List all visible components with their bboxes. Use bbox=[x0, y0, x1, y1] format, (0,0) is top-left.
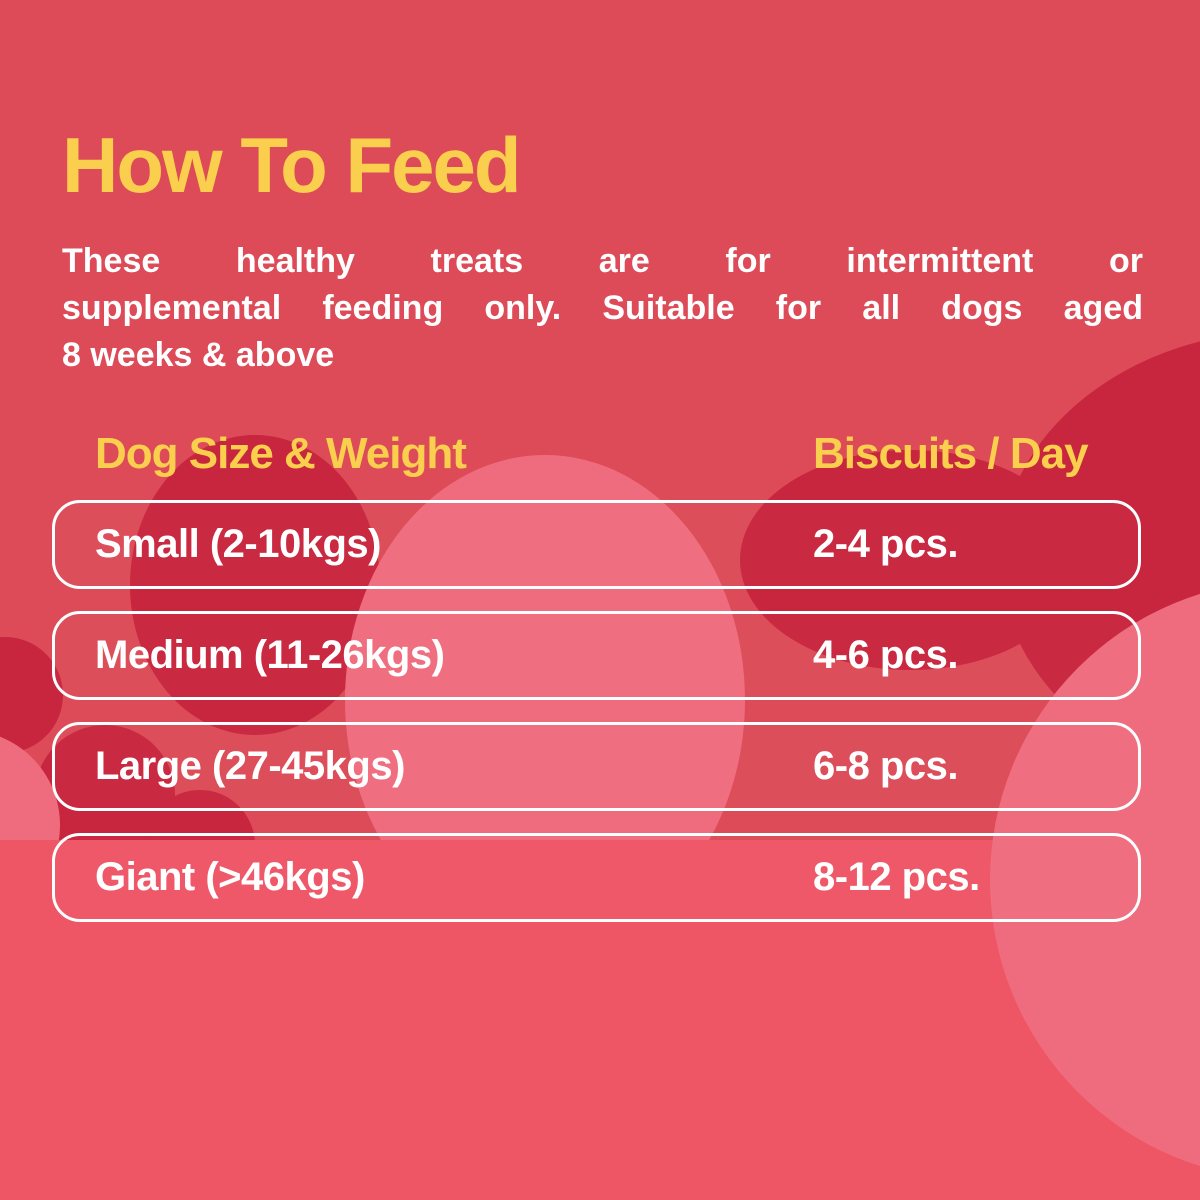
table-row-giant: Giant (>46kgs) 8-12 pcs. bbox=[52, 833, 1141, 922]
biscuits-per-day-cell: 6-8 pcs. bbox=[813, 744, 958, 788]
column-header-biscuits: Biscuits / Day bbox=[813, 429, 1089, 478]
feeding-description-line: 8 weeks & above bbox=[62, 336, 335, 374]
dog-size-cell: Small (2-10kgs) bbox=[95, 522, 381, 566]
feeding-description-line: supplemental feeding only. Suitable for … bbox=[62, 289, 1143, 327]
biscuits-per-day-cell: 2-4 pcs. bbox=[813, 522, 958, 566]
dog-size-cell: Giant (>46kgs) bbox=[95, 855, 365, 899]
table-row-large: Large (27-45kgs) 6-8 pcs. bbox=[52, 722, 1141, 811]
biscuits-per-day-cell: 4-6 pcs. bbox=[813, 633, 958, 677]
feeding-table: Small (2-10kgs) 2-4 pcs. Medium (11-26kg… bbox=[52, 500, 1142, 944]
biscuits-per-day-cell: 8-12 pcs. bbox=[813, 855, 980, 899]
feeding-description-line: These healthy treats are for intermitten… bbox=[62, 242, 1143, 280]
table-header: Dog Size & Weight Biscuits / Day bbox=[0, 432, 1200, 476]
dog-size-cell: Large (27-45kgs) bbox=[95, 744, 405, 788]
feeding-description: These healthy treats are for intermitten… bbox=[62, 238, 1143, 379]
cloud-shape-dark bbox=[740, 450, 1080, 670]
dog-size-cell: Medium (11-26kgs) bbox=[95, 633, 445, 677]
page-title: How To Feed bbox=[62, 121, 522, 209]
column-header-dog-size: Dog Size & Weight bbox=[95, 429, 467, 478]
table-row-medium: Medium (11-26kgs) 4-6 pcs. bbox=[52, 611, 1141, 700]
cloud-shape-dark bbox=[130, 435, 380, 735]
table-row-small: Small (2-10kgs) 2-4 pcs. bbox=[52, 500, 1141, 589]
